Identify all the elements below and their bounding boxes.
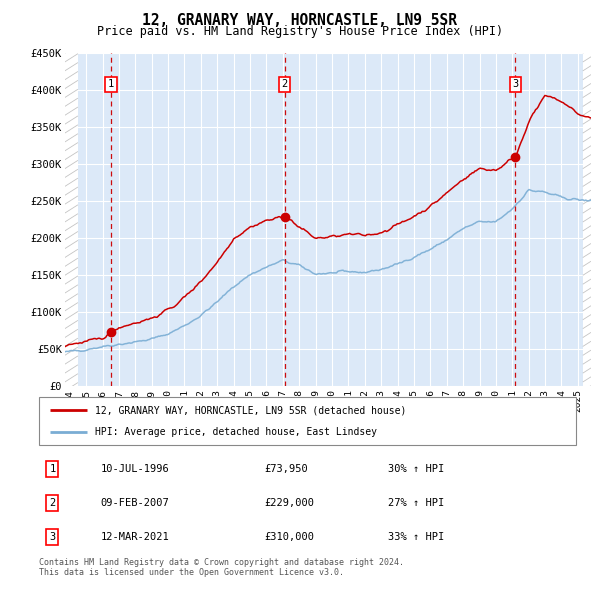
Text: 3: 3 [512, 79, 518, 89]
Text: £229,000: £229,000 [265, 498, 314, 508]
Text: 12, GRANARY WAY, HORNCASTLE, LN9 5SR: 12, GRANARY WAY, HORNCASTLE, LN9 5SR [143, 13, 458, 28]
Text: 2: 2 [49, 498, 56, 508]
FancyBboxPatch shape [39, 397, 576, 445]
Text: 33% ↑ HPI: 33% ↑ HPI [388, 532, 444, 542]
Text: HPI: Average price, detached house, East Lindsey: HPI: Average price, detached house, East… [95, 427, 377, 437]
Text: 1: 1 [108, 79, 115, 89]
Text: 3: 3 [49, 532, 56, 542]
Text: 09-FEB-2007: 09-FEB-2007 [101, 498, 170, 508]
Text: 10-JUL-1996: 10-JUL-1996 [101, 464, 170, 474]
Text: £310,000: £310,000 [265, 532, 314, 542]
Text: 27% ↑ HPI: 27% ↑ HPI [388, 498, 444, 508]
Text: 12-MAR-2021: 12-MAR-2021 [101, 532, 170, 542]
Text: £73,950: £73,950 [265, 464, 308, 474]
Text: Contains HM Land Registry data © Crown copyright and database right 2024.
This d: Contains HM Land Registry data © Crown c… [39, 558, 404, 577]
Text: Price paid vs. HM Land Registry's House Price Index (HPI): Price paid vs. HM Land Registry's House … [97, 25, 503, 38]
Text: 12, GRANARY WAY, HORNCASTLE, LN9 5SR (detached house): 12, GRANARY WAY, HORNCASTLE, LN9 5SR (de… [95, 405, 407, 415]
Text: 2: 2 [281, 79, 288, 89]
Bar [65, 53, 78, 386]
Bar [583, 53, 591, 386]
Text: 1: 1 [49, 464, 56, 474]
Text: 30% ↑ HPI: 30% ↑ HPI [388, 464, 444, 474]
